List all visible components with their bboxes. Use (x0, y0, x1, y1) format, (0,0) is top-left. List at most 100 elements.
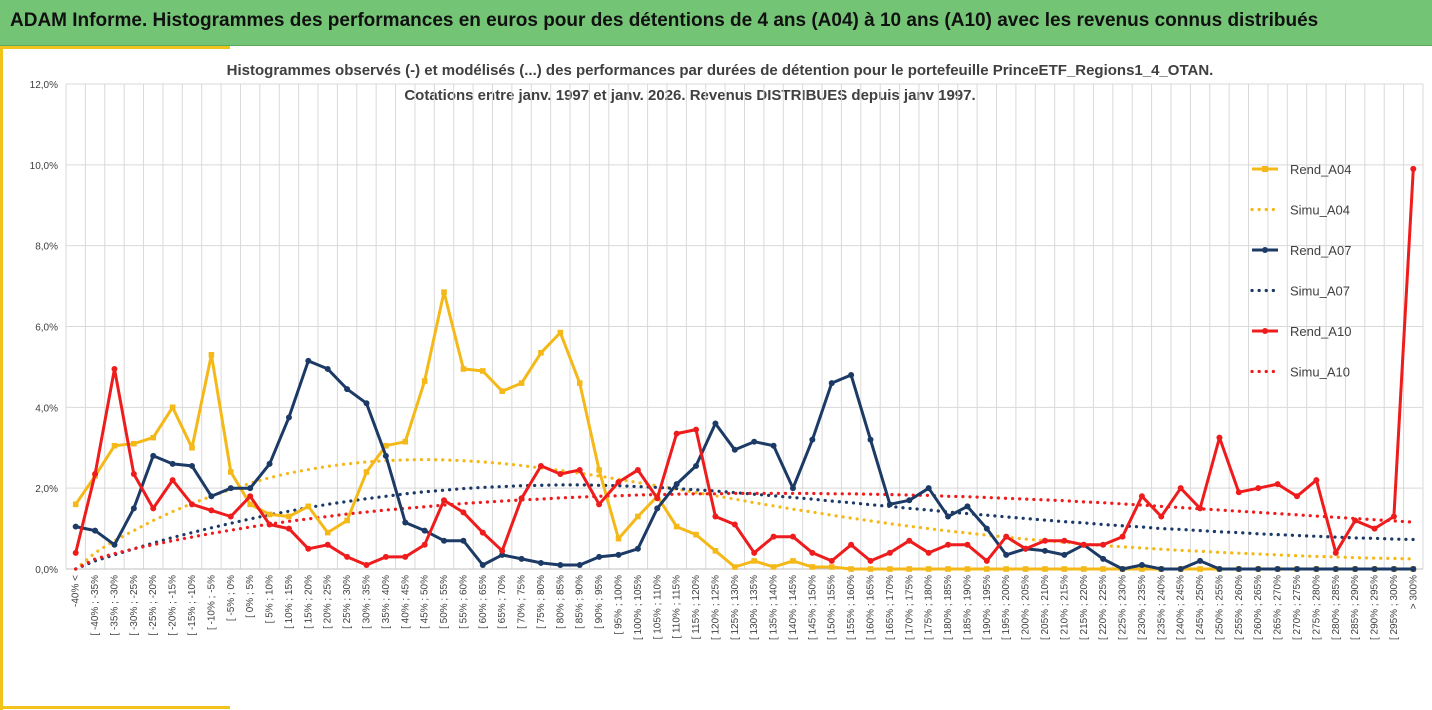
data-point (906, 566, 913, 572)
x-tick-label: [ 250% ; 255% (1214, 575, 1225, 640)
data-point (886, 549, 893, 556)
data-point (479, 561, 486, 568)
data-point (770, 564, 777, 570)
x-tick-label: [ 115% ; 120% (691, 575, 702, 639)
data-point (596, 501, 603, 508)
data-point (247, 501, 253, 508)
data-point (266, 511, 273, 518)
data-point (382, 452, 389, 459)
data-point (1313, 477, 1320, 484)
data-point (1041, 547, 1048, 554)
x-tick-label: [ 210% ; 215% (1059, 575, 1070, 640)
data-point (344, 386, 351, 393)
x-tick-label: [ 120% ; 125% (710, 575, 721, 640)
x-tick-label: [ 245% ; 250% (1195, 575, 1206, 640)
series-line-Rend_A07 (75, 359, 1414, 571)
data-point (266, 521, 273, 528)
x-tick-label: [ -10% ; -5% (206, 575, 217, 630)
y-tick-label: 6,0% (35, 323, 58, 334)
data-point (673, 523, 680, 530)
x-tick-label: [ 230% ; 235% (1137, 575, 1148, 640)
x-axis: -40% < [ -40% ; -35% [ -35% ; -30% [ -30% ;… (66, 568, 1423, 640)
x-tick-label: [ 150% ; 155% (827, 575, 838, 640)
data-point (712, 548, 719, 554)
x-tick-label: [ 80% ; 85% (555, 575, 566, 629)
x-tick-label: [ 160% ; 165% (866, 575, 877, 640)
data-point (1080, 541, 1087, 548)
x-tick-label: [ 35% ; 40% (381, 575, 392, 629)
x-tick-label: [ 205% ; 210% (1040, 575, 1051, 640)
data-point (1293, 493, 1300, 500)
data-point (809, 549, 816, 556)
data-point (538, 349, 544, 356)
data-point (1003, 551, 1010, 558)
data-point (1119, 533, 1126, 540)
y-tick-label: 2,0% (35, 484, 58, 495)
legend-entry-Simu_A10: Simu_A10 (1250, 365, 1350, 380)
series-Rend_A10 (72, 165, 1417, 568)
data-point (809, 436, 816, 443)
x-tick-label: [ 225% ; 230% (1118, 575, 1129, 640)
data-point (460, 537, 467, 544)
series (72, 165, 1417, 572)
data-point (634, 466, 641, 473)
x-tick-label: [ -15% ; -10% (187, 575, 198, 636)
x-tick-label: [ 220% ; 225% (1098, 575, 1109, 640)
data-point (945, 566, 951, 572)
data-point (518, 495, 525, 502)
data-point (150, 452, 157, 459)
data-point (441, 537, 448, 544)
x-tick-label: [ 45% ; 50% (420, 575, 431, 629)
x-tick-label: [ 145% ; 150% (807, 575, 818, 640)
data-point (1332, 566, 1339, 572)
data-point (867, 566, 874, 572)
data-point (770, 442, 777, 449)
data-point (964, 541, 971, 548)
series-line-Rend_A10 (74, 168, 1415, 567)
data-point (848, 566, 854, 572)
legend-label: Simu_A07 (1290, 284, 1350, 299)
x-tick-label: [ 165% ; 170% (885, 575, 896, 640)
legend-entry-Rend_A04: Rend_A04 (1252, 162, 1351, 177)
y-tick-label: 10,0% (30, 161, 58, 172)
data-point (402, 519, 409, 526)
series-line-Rend_A04 (74, 290, 1414, 571)
x-tick-label: [ -20% ; -15% (168, 575, 179, 636)
x-tick-label: [ 40% ; 45% (400, 575, 411, 629)
x-tick-label: [ 215% ; 220% (1079, 575, 1090, 640)
x-tick-label: [ 110% ; 115% (672, 575, 683, 639)
data-point (421, 527, 428, 534)
chart-subtitle: Cotations entre janv. 1997 et janv. 2026… (404, 87, 975, 104)
performance-histogram-chart: Histogrammes observés (-) et modélisés (… (30, 62, 1424, 640)
data-point (130, 505, 137, 512)
data-point (673, 481, 680, 488)
data-point (1255, 566, 1262, 572)
x-tick-label: [ 240% ; 245% (1176, 575, 1187, 640)
x-tick-label: [ 70% ; 75% (517, 575, 528, 629)
data-point (324, 365, 331, 372)
x-tick-label: [ 100% ; 105% (633, 575, 644, 640)
data-point (828, 557, 835, 564)
data-point (1061, 537, 1068, 544)
x-tick-label: [ 0% ; 5% (245, 575, 256, 618)
data-point (1352, 566, 1359, 572)
data-point (906, 497, 913, 504)
data-point (402, 553, 409, 560)
data-point (1216, 566, 1223, 572)
data-point (983, 557, 990, 564)
data-point (945, 513, 952, 520)
data-point (479, 529, 486, 536)
data-point (382, 553, 389, 560)
data-point (557, 471, 564, 478)
y-tick-label: 12,0% (30, 80, 58, 91)
data-point (441, 289, 447, 295)
data-point (189, 501, 196, 508)
x-tick-label: [ 260% ; 265% (1253, 575, 1264, 640)
chart-title: Histogrammes observés (-) et modélisés (… (227, 62, 1214, 79)
data-point (72, 501, 79, 508)
series-Simu_A10 (74, 491, 1415, 571)
data-point (1022, 545, 1029, 552)
data-point (363, 469, 370, 475)
data-point (1371, 566, 1378, 572)
data-point (1255, 485, 1262, 492)
